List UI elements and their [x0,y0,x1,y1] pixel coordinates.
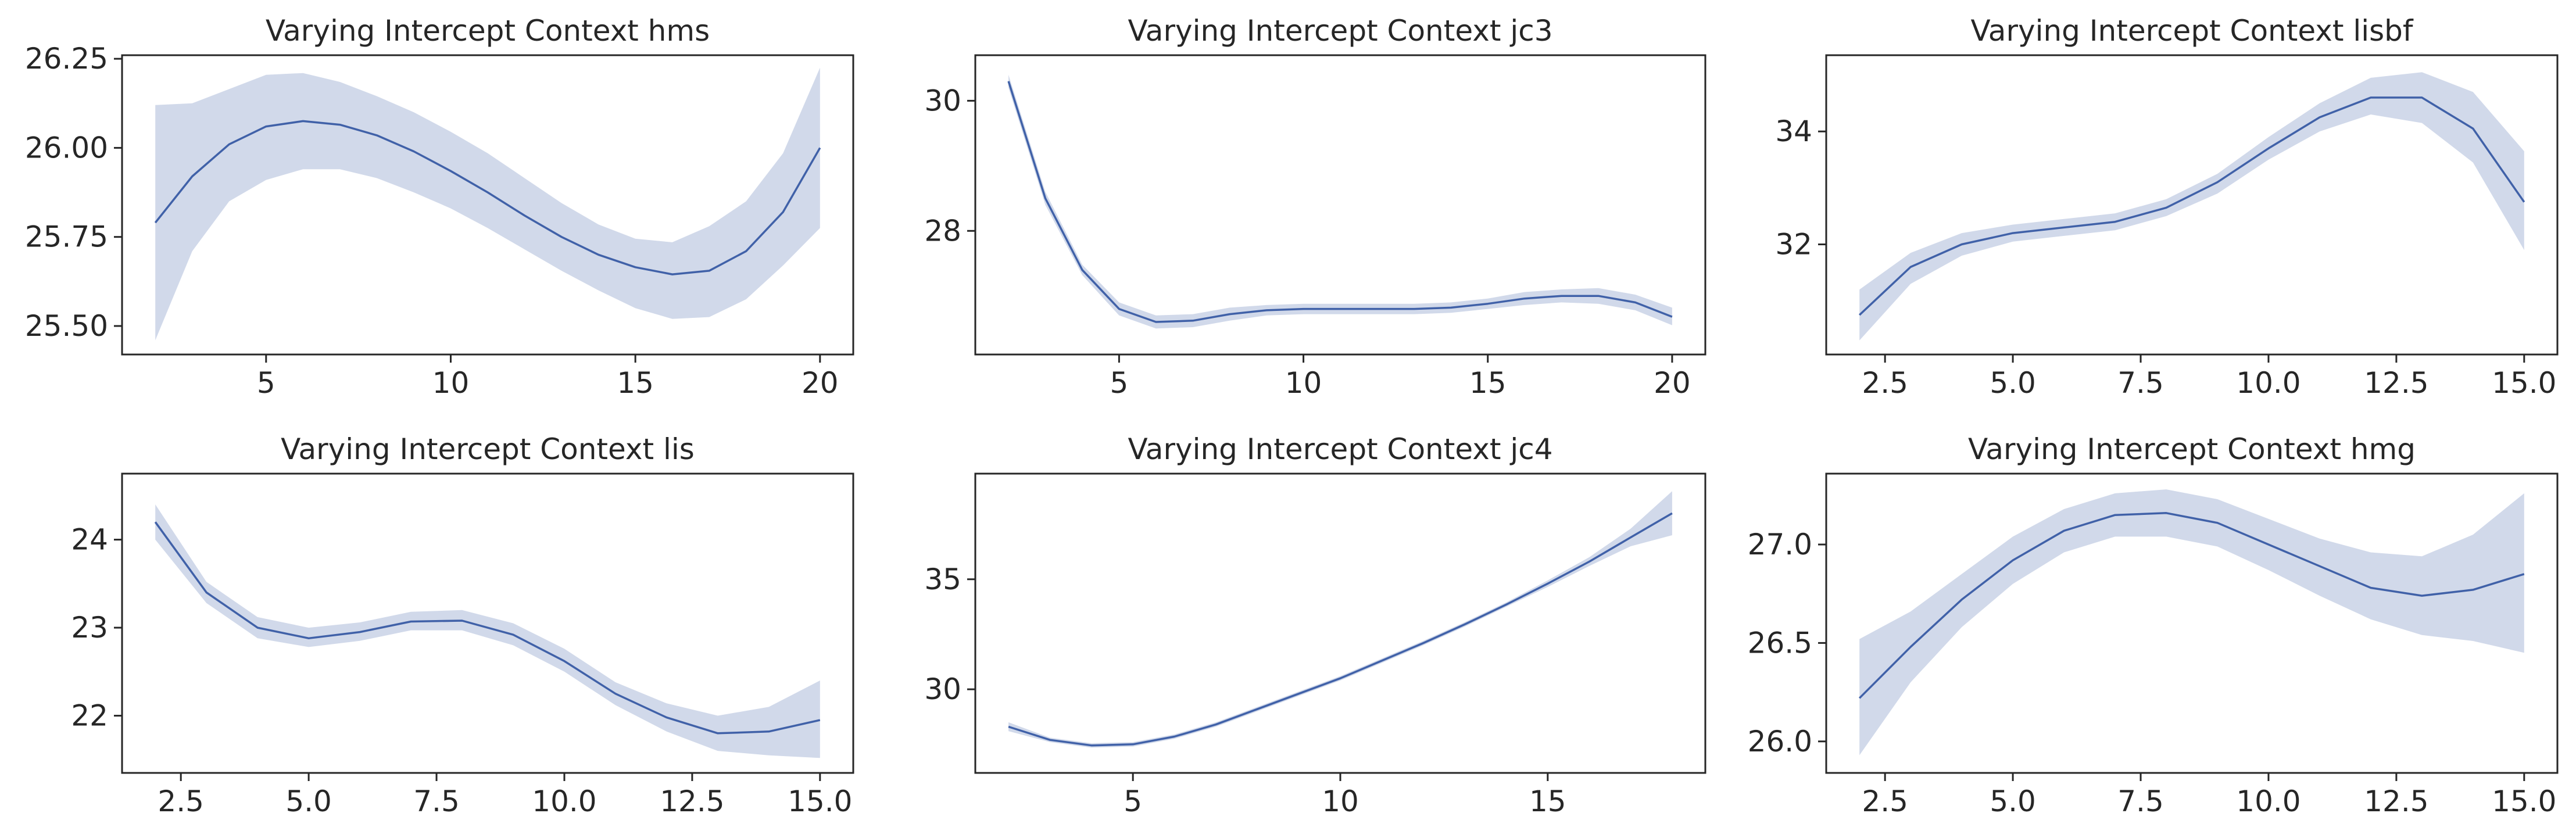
chart-panel-1: 5 10 15 20 25.50 25.75 26.00 26.25 Varying Inter… [25,14,854,400]
chart-panel-6: 2.5 5.0 7.5 10.0 12.5 15.0 26.0 26.5 27.0 Varying… [1748,432,2559,818]
x-tick-label: 15 [617,366,654,400]
confidence-band [1859,72,2524,341]
chart-panel-4: 2.5 5.0 7.5 10.0 12.5 15.0 22 23 24 Varying Inter… [71,432,854,818]
x-tick-label: 15 [1469,366,1507,400]
x-tick-label: 10 [1285,366,1322,400]
axes-frame [121,54,854,356]
chart-title: Varying Intercept Context jc3 [1128,14,1552,48]
x-tick-label: 7.5 [2117,785,2164,818]
x-tick-label: 15.0 [2492,785,2556,818]
axes-frame [974,54,1706,356]
mean-line [1859,96,2525,316]
confidence-band [1008,491,1672,748]
x-tick-label: 5 [1110,366,1128,400]
y-tick-label: 34 [1775,114,1812,148]
chart-title: Varying Intercept Context hms [266,14,710,48]
x-tick-label: 15.0 [2492,366,2556,400]
x-tick-label: 10.0 [2236,785,2300,818]
x-tick-label: 7.5 [2117,366,2164,400]
x-tick-label: 5 [257,366,276,400]
y-tick-label: 24 [71,523,108,557]
mean-line [154,521,821,735]
chart-panel-5: 5 10 15 30 35 Varying Intercept Context jc4 [924,432,1706,818]
x-tick-label: 7.5 [413,785,460,818]
x-tick-label: 5 [1124,785,1142,818]
x-tick-label: 5.0 [1990,785,2036,818]
mean-line [1858,512,2525,699]
x-tick-label: 12.5 [660,785,724,818]
x-tick-label: 5.0 [285,785,332,818]
y-tick-label: 26.5 [1748,626,1812,660]
y-tick-label: 32 [1775,228,1812,262]
confidence-band [1859,489,2524,755]
mean-line [1007,81,1673,323]
confidence-band [1008,74,1672,329]
y-tick-label: 35 [924,563,961,596]
y-tick-label: 27.0 [1748,528,1812,561]
y-tick-label: 25.50 [25,309,108,343]
y-tick-label: 25.75 [25,220,108,254]
chart-panel-2: 5 10 15 20 28 30 Varying Intercept Context jc3 [924,14,1706,400]
x-tick-label: 12.5 [2364,366,2428,400]
x-tick-label: 10 [432,366,470,400]
x-tick-label: 2.5 [158,785,204,818]
y-tick-label: 26.25 [25,42,108,76]
x-tick-label: 10 [1322,785,1359,818]
axes-frame [974,472,1706,774]
axes-frame [121,472,854,774]
mean-line [1008,512,1673,747]
chart-title: Varying Intercept Context lis [281,432,695,466]
x-tick-label: 10.0 [2236,366,2300,400]
y-tick-label: 26.00 [25,131,108,164]
y-tick-label: 30 [924,672,961,706]
y-tick-label: 30 [924,84,961,117]
x-tick-label: 12.5 [2364,785,2428,818]
y-tick-label: 26.0 [1748,725,1812,758]
x-tick-label: 20 [802,366,839,400]
x-tick-label: 5.0 [1990,366,2036,400]
y-tick-label: 28 [924,214,961,248]
chart-panel-3: 2.5 5.0 7.5 10.0 12.5 15.0 32 34 Varying Interce… [1775,14,2559,400]
axes-frame [1825,472,2559,774]
axes-frame [1825,54,2559,356]
x-tick-label: 15 [1529,785,1566,818]
x-tick-label: 15.0 [788,785,852,818]
chart-title: Varying Intercept Context hmg [1968,432,2416,466]
x-tick-label: 2.5 [1862,785,1908,818]
x-tick-label: 2.5 [1862,366,1908,400]
mean-line [154,120,821,275]
chart-title: Varying Intercept Context jc4 [1128,432,1552,466]
confidence-band [155,67,820,341]
chart-title: Varying Intercept Context lisbf [1970,14,2413,48]
y-tick-label: 22 [71,699,108,733]
confidence-band [155,504,820,758]
x-tick-label: 10.0 [532,785,596,818]
x-tick-label: 20 [1654,366,1691,400]
y-tick-label: 23 [71,611,108,644]
